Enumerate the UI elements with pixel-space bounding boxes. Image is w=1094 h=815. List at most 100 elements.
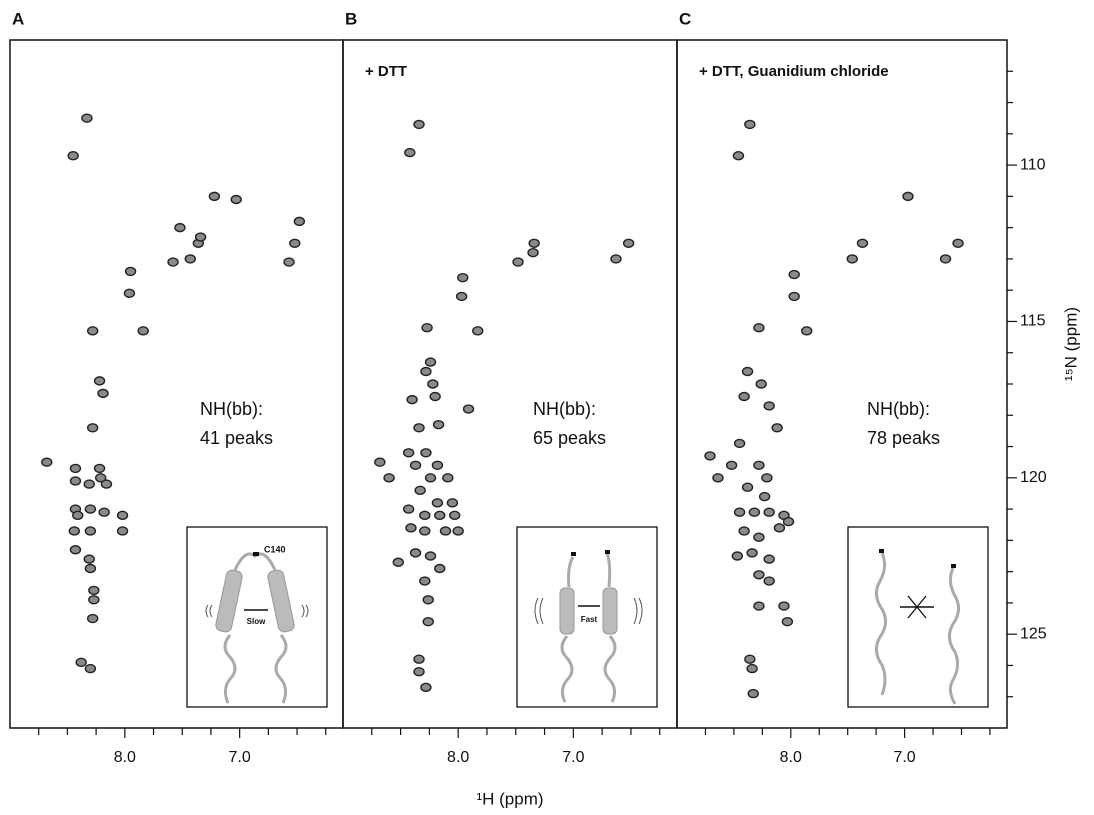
peak xyxy=(414,485,426,496)
peak xyxy=(434,510,446,521)
x-tick-label: 8.0 xyxy=(447,749,469,766)
panel-frame xyxy=(9,39,344,729)
helix xyxy=(602,587,618,635)
peak xyxy=(97,388,109,399)
inset-label: C140 xyxy=(264,544,286,554)
tail xyxy=(274,634,288,704)
peak xyxy=(439,526,452,536)
y-tick-label: 115 xyxy=(1020,313,1046,330)
peak xyxy=(753,323,765,333)
c140-mark xyxy=(879,549,884,553)
peak xyxy=(771,423,783,433)
panel-subtitle: + DTT, Guanidium chloride xyxy=(699,63,889,80)
peak xyxy=(421,323,433,333)
peak xyxy=(83,554,95,564)
peak xyxy=(778,601,790,611)
annotation: NH(bb): xyxy=(867,399,930,419)
inset-label: Fast xyxy=(581,615,598,624)
peak xyxy=(404,147,416,158)
peak xyxy=(733,507,746,517)
peak xyxy=(116,510,129,521)
inset-c xyxy=(847,526,989,708)
peak xyxy=(763,507,775,517)
peak xyxy=(88,595,100,605)
peak xyxy=(67,151,79,161)
peak xyxy=(738,526,750,536)
panel: C + DTT, Guanidium chloride NH(bb): 78 peak… xyxy=(676,9,1080,766)
y-axis-label: ¹⁵N (ppm) xyxy=(1061,307,1080,381)
x-tick-label: 7.0 xyxy=(893,749,915,766)
peak xyxy=(75,657,87,668)
peak xyxy=(86,326,99,336)
peak xyxy=(733,438,746,449)
peak xyxy=(846,254,858,264)
peak xyxy=(432,419,445,430)
peak xyxy=(747,688,759,699)
peak xyxy=(758,491,771,502)
peak xyxy=(763,401,775,411)
annotation: NH(bb): xyxy=(200,399,263,419)
peak xyxy=(773,523,786,533)
y-tick-label: 120 xyxy=(1020,469,1047,486)
peak xyxy=(449,510,461,521)
peak xyxy=(746,663,758,674)
annotation: NH(bb): xyxy=(533,399,596,419)
y-tick-label: 125 xyxy=(1020,625,1047,642)
peak xyxy=(856,238,869,248)
peak xyxy=(413,119,425,130)
peak xyxy=(528,238,540,248)
peak xyxy=(512,257,524,267)
peak xyxy=(69,545,82,555)
cross xyxy=(907,595,927,619)
peak xyxy=(413,423,425,433)
peak xyxy=(424,551,437,561)
peak xyxy=(427,379,439,389)
panel-subtitle: + DTT xyxy=(365,63,407,80)
peak xyxy=(174,222,186,233)
peak xyxy=(167,257,179,267)
annotation: 41 peaks xyxy=(200,428,273,448)
peak xyxy=(431,498,444,508)
x-tick-label: 7.0 xyxy=(229,749,251,766)
peak xyxy=(419,576,431,586)
peak xyxy=(374,457,386,467)
peak xyxy=(81,113,93,123)
peak xyxy=(455,291,468,302)
peak xyxy=(402,448,415,458)
peak xyxy=(753,601,765,611)
peak xyxy=(429,391,441,402)
peak xyxy=(283,257,295,267)
peak xyxy=(434,563,446,574)
peak xyxy=(738,391,750,402)
y-tick-label: 110 xyxy=(1020,156,1046,173)
peak xyxy=(95,473,107,483)
peak xyxy=(100,479,113,489)
peak xyxy=(84,663,97,674)
peak xyxy=(84,504,97,514)
peak xyxy=(409,460,422,471)
peak xyxy=(755,379,767,389)
peak xyxy=(801,326,813,336)
peak xyxy=(93,376,106,386)
peak xyxy=(446,498,459,508)
x-axis-label: ¹H (ppm) xyxy=(476,789,543,808)
peak xyxy=(184,254,196,264)
peak xyxy=(293,216,306,227)
peak xyxy=(704,451,716,461)
peak xyxy=(84,563,97,574)
peak xyxy=(442,473,454,483)
peak xyxy=(116,526,129,536)
peak xyxy=(431,460,444,471)
peak xyxy=(452,526,464,536)
peak xyxy=(424,357,437,367)
peak xyxy=(420,366,432,377)
peak xyxy=(725,460,738,471)
panel: A NH(bb): 41 peaks 8.0 7.0 xyxy=(9,9,344,766)
peak xyxy=(93,463,106,474)
peak xyxy=(753,570,765,580)
peak xyxy=(413,667,425,677)
peak xyxy=(788,269,800,280)
peak xyxy=(208,191,221,202)
c140-mark xyxy=(605,550,610,554)
